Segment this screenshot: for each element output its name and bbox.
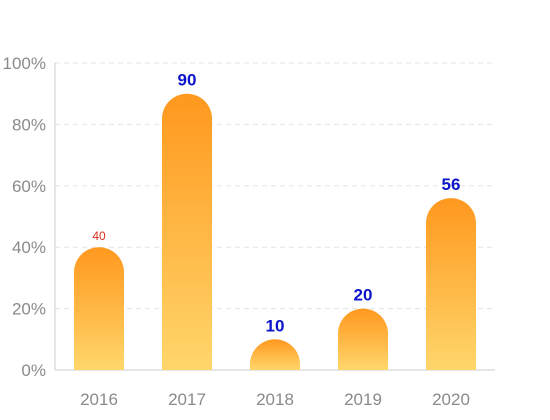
bar-2019 [338, 308, 388, 370]
data-label: 40 [92, 229, 106, 243]
data-label: 56 [442, 175, 461, 194]
bar-2018 [250, 339, 300, 370]
bars [74, 93, 476, 370]
bar-2017 [162, 93, 212, 370]
y-tick-label: 60% [12, 177, 46, 196]
x-tick-label: 2020 [432, 390, 470, 409]
x-tick-label: 2017 [168, 390, 206, 409]
data-label: 10 [266, 316, 285, 335]
y-tick-label: 20% [12, 300, 46, 319]
grid-lines [55, 62, 495, 310]
bar-2016 [74, 247, 124, 370]
y-tick-label: 0% [21, 361, 46, 380]
x-tick-label: 2016 [80, 390, 118, 409]
y-tick-label: 80% [12, 115, 46, 134]
data-labels: 40 90 10 20 56 [92, 71, 460, 336]
bar-2020 [426, 198, 476, 370]
axes: 0% 20% 40% 60% 80% 100% 2016 2017 2018 2019 2020 [3, 54, 495, 409]
data-label: 20 [354, 286, 373, 305]
y-tick-label: 40% [12, 238, 46, 257]
x-tick-label: 2018 [256, 390, 294, 409]
data-label: 90 [178, 71, 197, 90]
y-tick-label: 100% [3, 54, 46, 73]
x-tick-label: 2019 [344, 390, 382, 409]
